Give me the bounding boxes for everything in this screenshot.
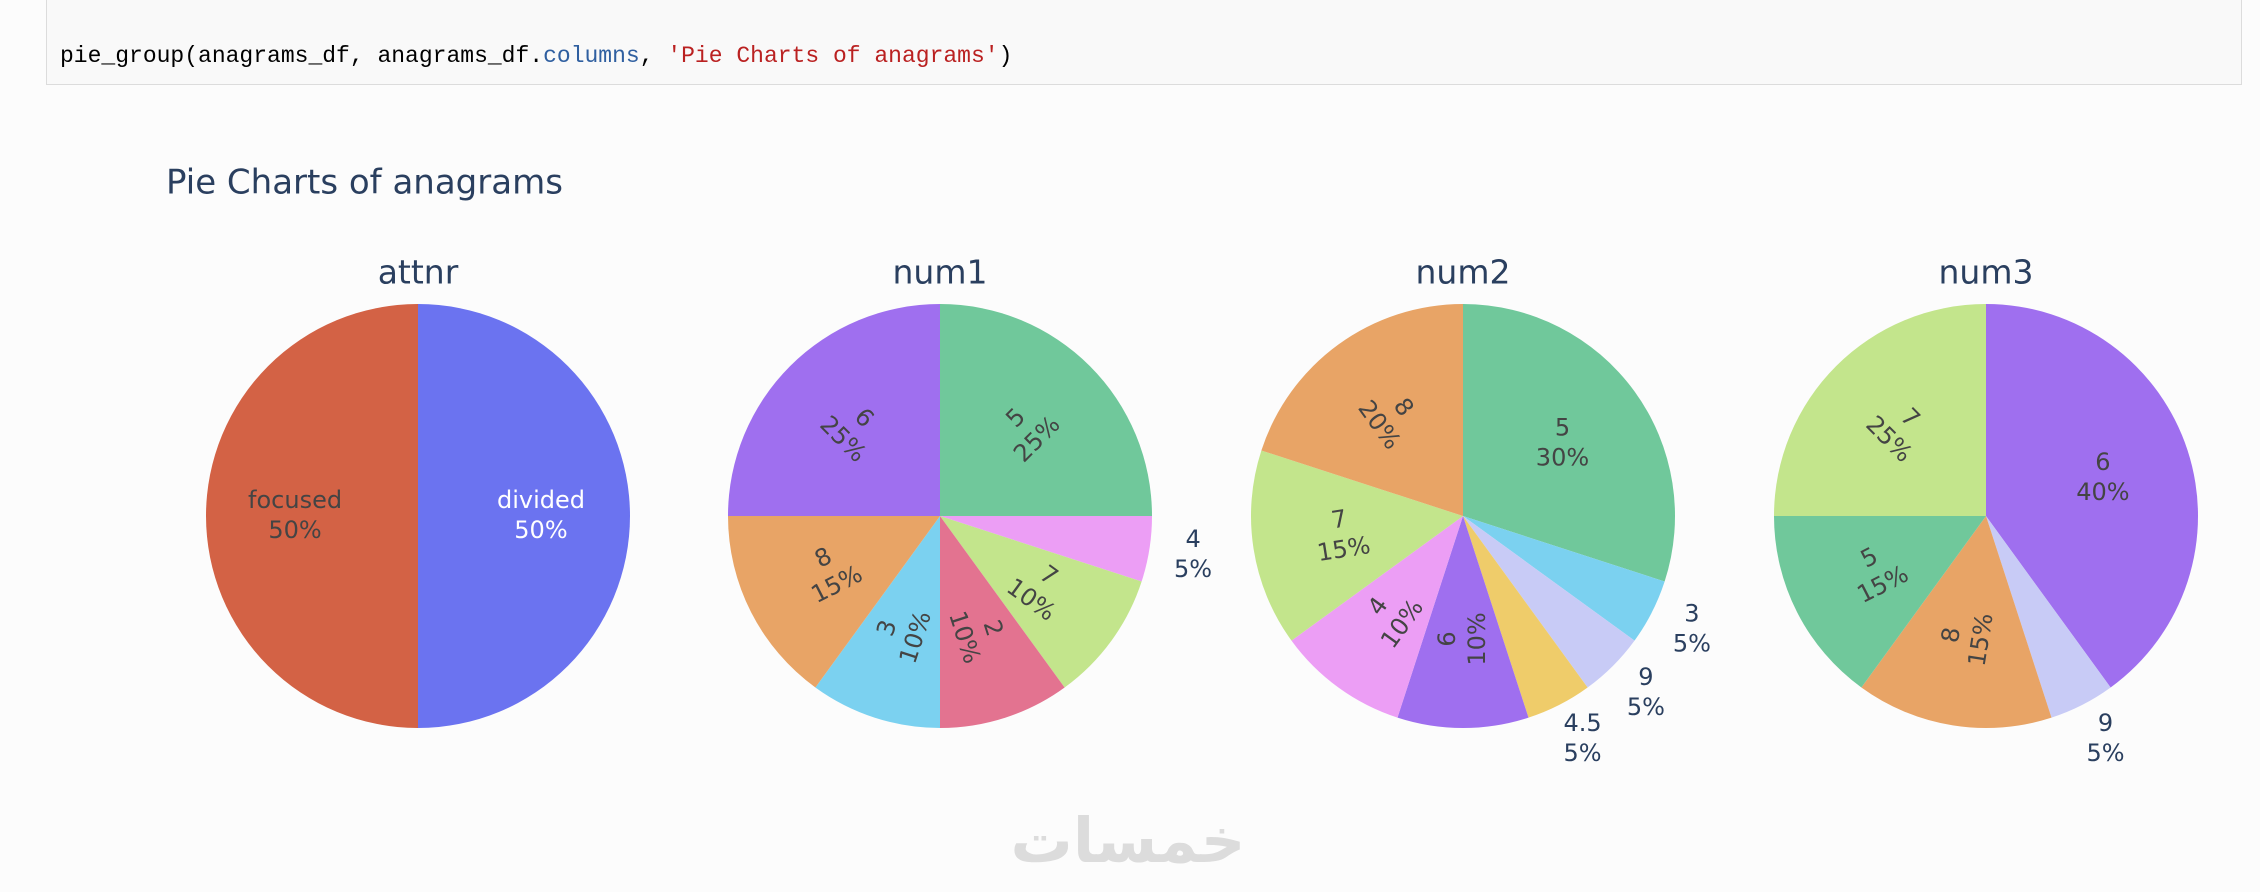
pie-slice [1291,516,1463,718]
pie-slice [1463,516,1635,688]
chart-title: num3 [1939,253,2034,292]
slice-percent: 5% [2087,739,2125,767]
pie-slice [1397,516,1529,728]
slice-label: 9 [2098,709,2113,737]
slice-percent: 5% [1673,630,1711,658]
slice-percent: 40% [2076,478,2129,506]
pie-slice [940,304,1152,516]
slice-label: divided [497,486,585,514]
code-token: pie_group(anagrams_df, anagrams_df. [60,43,544,69]
slice-label: 5 [1555,414,1570,442]
code-line: pie_group(anagrams_df, anagrams_df.colum… [60,42,1012,70]
slice-percent: 10% [1463,612,1491,665]
slice-percent: 5% [1564,739,1602,767]
pie-slice [1251,450,1463,641]
code-token: ) [998,43,1013,69]
pie-slice [1261,304,1463,516]
pie-slice [940,516,1152,582]
pie-slice [1861,516,2052,728]
slice-percent: 50% [514,516,567,544]
figure-title: Pie Charts of anagrams [166,163,563,203]
chart-title: num1 [893,253,988,292]
pie-slice [1986,304,2198,688]
pie-slice [206,304,418,728]
slice-label: focused [248,486,342,514]
slice-label: 7 [1329,504,1348,534]
pie-slice [1986,516,2111,718]
slice-label-group: 6 10% [1433,612,1491,665]
slice-label: 3 [1684,600,1699,628]
pie-slice [1774,516,1986,688]
slice-label: 9 [1638,663,1653,691]
pie-slice [728,304,940,516]
code-token: columns [543,43,640,69]
pie-slice [728,516,940,688]
slice-percent: 5% [1174,555,1212,583]
pie-slice [1774,304,1986,516]
pie-slice [1463,516,1665,641]
slice-percent: 5% [1627,693,1665,721]
slice-label: 6 [2095,448,2110,476]
chart-title: num2 [1416,253,1511,292]
pie-slice [1463,516,1588,718]
pie-slice [940,516,1065,728]
watermark: خمسات [1011,804,1246,877]
pie-slice [815,516,940,728]
slice-label-group: 530% [1536,414,1589,472]
slice-label: 8 [1936,625,1966,644]
slice-percent: 50% [268,516,321,544]
pie-slice [1463,304,1675,582]
code-token: 'Pie Charts of anagrams' [667,43,999,69]
slice-percent: 30% [1536,444,1589,472]
pie-slice [418,304,630,728]
slice-label: 6 [1433,631,1461,646]
slice-label: 4.5 [1563,709,1601,737]
chart-title: attnr [378,253,459,292]
code-token: , [639,43,668,69]
pie-slice [940,516,1142,688]
code-cell: pie_group(anagrams_df, anagrams_df.colum… [46,0,2242,85]
slice-label-group: 640% [2076,448,2129,506]
slice-label: 4 [1185,525,1200,553]
